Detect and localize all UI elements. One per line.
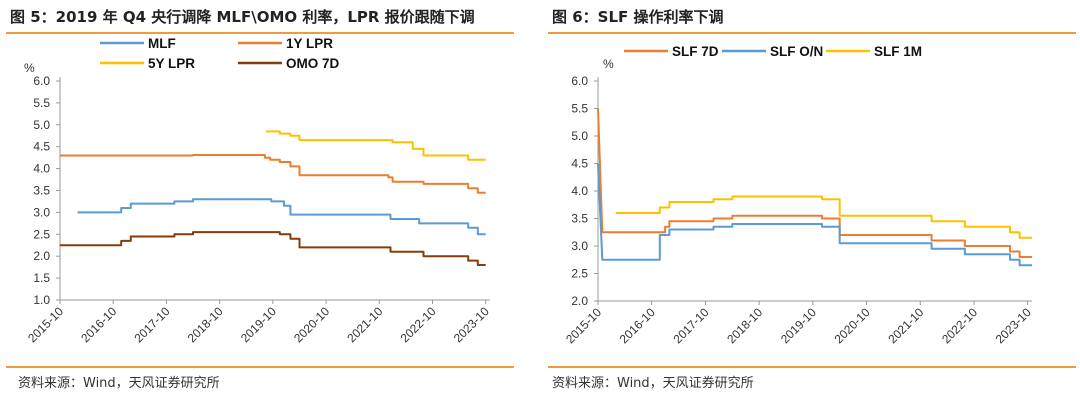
right-y-tick-label: 2.0 [571, 294, 588, 308]
left-y-tick-label: 1.5 [33, 271, 50, 285]
right-legend-label-slf-1m: SLF 1M [874, 44, 922, 59]
left-chart-panel: 图 5：2019 年 Q4 央行调降 MLF\OMO 利率，LPR 报价跟随下调… [0, 0, 520, 401]
left-x-tick-label: 2020-10 [291, 304, 332, 345]
left-x-tick-label: 2022-10 [398, 304, 439, 345]
right-source-divider [548, 366, 1076, 368]
right-series-line-slf-7d [597, 108, 1032, 258]
left-y-tick-label: 4.5 [33, 140, 50, 154]
right-title-divider [548, 32, 1076, 34]
left-series-line-5y-lpr [266, 130, 486, 161]
right-x-tick-label: 2019-10 [778, 305, 819, 346]
left-series-line-omo-7d [60, 231, 486, 266]
right-y-unit-label: % [603, 57, 614, 71]
right-x-tick-label: 2017-10 [671, 305, 712, 346]
left-y-tick-label: 5.0 [33, 118, 50, 132]
right-x-tick-label: 2023-10 [993, 305, 1034, 346]
left-source-note: 资料来源：Wind，天风证券研究所 [18, 376, 220, 391]
left-x-tick-label: 2019-10 [238, 304, 279, 345]
left-y-tick-label: 5.5 [33, 96, 50, 110]
left-y-tick-label: 2.0 [33, 249, 50, 263]
left-y-tick-label: 1.0 [33, 293, 50, 307]
right-y-tick-label: 2.5 [571, 267, 588, 281]
right-y-tick-label: 5.5 [571, 102, 588, 116]
left-legend-label-mlf: MLF [148, 36, 176, 51]
right-x-tick-label: 2020-10 [832, 305, 873, 346]
right-source-note: 资料来源：Wind，天风证券研究所 [552, 376, 754, 391]
left-y-tick-label: 3.0 [33, 205, 50, 219]
right-chart-panel: 图 6：SLF 操作利率下调 % 6.0 5.5 5.0 4.5 4.0 3.5 3.0 2.5… [548, 0, 1080, 401]
left-x-tick-label: 2017-10 [132, 304, 173, 345]
left-chart-svg: %6.0 5.5 5.0 4.5 4.0 3.5 3.0 2.5 2.0 1.5 1.02015-1… [24, 36, 492, 345]
left-x-tick-label: 2021-10 [344, 304, 385, 345]
right-y-tick-label: 4.0 [571, 184, 588, 198]
right-y-tick-label: 3.0 [571, 239, 588, 253]
right-legend-label-slf-7d: SLF 7D [672, 44, 719, 59]
right-series-line-slf-o-n [597, 163, 1032, 267]
left-x-tick-label: 2018-10 [185, 304, 226, 345]
left-series-line-1y-lpr [60, 154, 486, 194]
right-legend-label-slf-o-n: SLF O/N [770, 44, 823, 59]
right-y-tick-label: 4.5 [571, 157, 588, 171]
right-x-tick-label: 2018-10 [724, 305, 765, 346]
left-source-divider [6, 366, 514, 368]
left-title-divider [6, 32, 514, 34]
right-chart-title: 图 6：SLF 操作利率下调 [552, 8, 724, 26]
left-chart-title: 图 5：2019 年 Q4 央行调降 MLF\OMO 利率，LPR 报价跟随下调 [10, 8, 475, 26]
left-y-tick-label: 4.0 [33, 162, 50, 176]
right-x-tick-label: 2015-10 [563, 305, 604, 346]
right-series-line-slf-1m [615, 195, 1032, 239]
left-legend-label-omo-7d: OMO 7D [286, 56, 340, 71]
left-legend-label-1y-lpr: 1Y LPR [286, 36, 333, 51]
left-x-tick-label: 2023-10 [451, 304, 492, 345]
left-y-tick-label: 3.5 [33, 184, 50, 198]
left-y-tick-label: 2.5 [33, 227, 50, 241]
right-y-tick-label: 3.5 [571, 212, 588, 226]
left-y-unit-label: % [24, 61, 35, 75]
left-legend-label-5y-lpr: 5Y LPR [148, 56, 195, 71]
left-x-tick-label: 2015-10 [25, 304, 66, 345]
left-x-tick-label: 2016-10 [78, 304, 119, 345]
left-y-tick-label: 6.0 [33, 74, 50, 88]
right-x-tick-label: 2022-10 [939, 305, 980, 346]
right-x-tick-label: 2016-10 [617, 305, 658, 346]
left-series-line-mlf [77, 198, 486, 236]
right-y-tick-label: 5.0 [571, 129, 588, 143]
right-y-tick-label: 6.0 [571, 74, 588, 88]
right-x-tick-label: 2021-10 [885, 305, 926, 346]
